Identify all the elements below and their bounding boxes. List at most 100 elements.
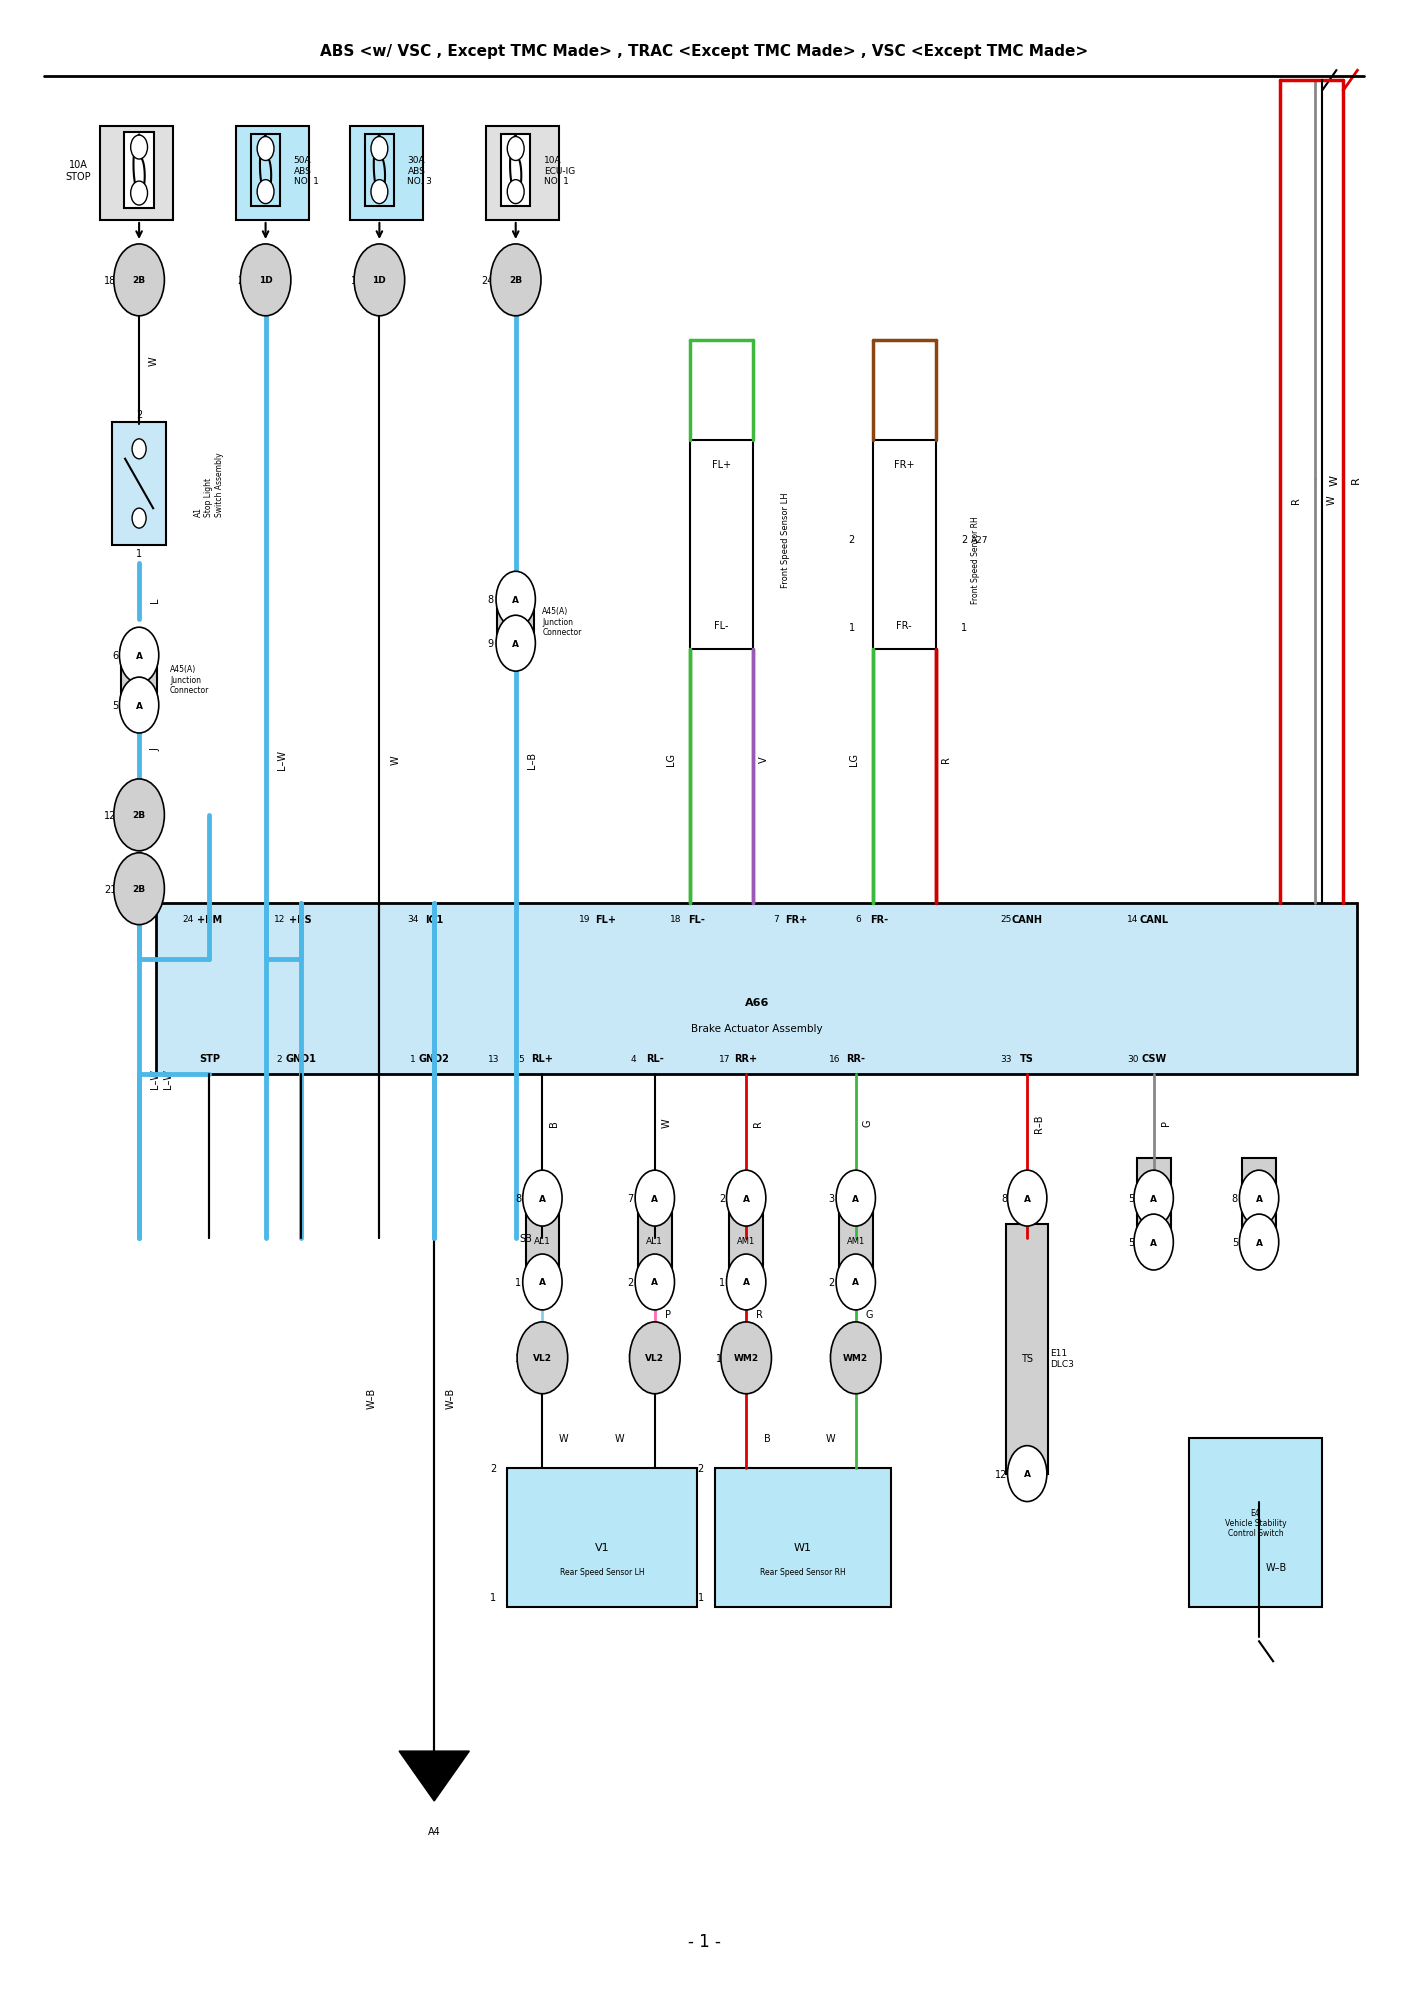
- Circle shape: [507, 180, 524, 204]
- Text: 2: 2: [237, 276, 244, 286]
- Text: Rear Speed Sensor RH: Rear Speed Sensor RH: [760, 1566, 846, 1576]
- Text: AL1: AL1: [646, 1237, 663, 1245]
- Text: ABS <w/ VSC , Except TMC Made> , TRAC <Except TMC Made> , VSC <Except TMC Made>: ABS <w/ VSC , Except TMC Made> , TRAC <E…: [320, 44, 1088, 58]
- Text: 2: 2: [628, 1277, 634, 1287]
- Text: W: W: [662, 1119, 672, 1127]
- Text: 1D: 1D: [259, 276, 272, 286]
- Text: W–B: W–B: [1266, 1562, 1287, 1572]
- Circle shape: [114, 246, 165, 316]
- Text: G: G: [866, 1309, 873, 1319]
- Circle shape: [370, 180, 387, 204]
- Text: A: A: [1256, 1195, 1263, 1203]
- FancyBboxPatch shape: [638, 1199, 672, 1283]
- Text: L: L: [151, 597, 161, 603]
- Circle shape: [114, 853, 165, 925]
- Text: A45(A)
Junction
Connector: A45(A) Junction Connector: [170, 665, 210, 695]
- Text: A: A: [539, 1195, 546, 1203]
- Text: 8: 8: [1001, 1193, 1008, 1203]
- Text: SB: SB: [520, 1233, 532, 1243]
- Text: W: W: [615, 1433, 625, 1443]
- Text: 17: 17: [719, 1055, 731, 1063]
- Text: 50A
ABS
NO. 1: 50A ABS NO. 1: [294, 156, 318, 186]
- FancyBboxPatch shape: [349, 128, 422, 222]
- FancyBboxPatch shape: [1136, 1159, 1170, 1243]
- Circle shape: [1133, 1171, 1173, 1227]
- Text: - 1 -: - 1 -: [687, 1932, 721, 1950]
- Text: 30A
ABS
NO. 3: 30A ABS NO. 3: [407, 156, 432, 186]
- Circle shape: [1008, 1447, 1048, 1502]
- Text: 1: 1: [515, 1277, 521, 1287]
- Polygon shape: [398, 1750, 469, 1800]
- Text: W–B: W–B: [366, 1387, 377, 1409]
- Text: A: A: [652, 1279, 659, 1287]
- Text: G: G: [863, 1119, 873, 1127]
- Text: 14: 14: [1126, 915, 1138, 923]
- Text: 1: 1: [490, 1592, 496, 1602]
- FancyBboxPatch shape: [873, 440, 936, 649]
- Text: J: J: [151, 747, 161, 751]
- Text: A: A: [1256, 1239, 1263, 1247]
- FancyBboxPatch shape: [497, 599, 534, 643]
- Text: A: A: [742, 1195, 749, 1203]
- Circle shape: [1008, 1171, 1048, 1227]
- Text: A: A: [852, 1279, 859, 1287]
- Text: E11
DLC3: E11 DLC3: [1050, 1349, 1073, 1369]
- Text: 5: 5: [1128, 1193, 1133, 1203]
- Text: 1: 1: [960, 623, 967, 633]
- Text: R: R: [753, 1119, 763, 1127]
- Text: A: A: [852, 1195, 859, 1203]
- Circle shape: [490, 246, 541, 316]
- Text: 18: 18: [104, 276, 117, 286]
- Text: Front Speed Sensor RH: Front Speed Sensor RH: [972, 515, 980, 603]
- Text: 24: 24: [482, 276, 493, 286]
- Circle shape: [1133, 1215, 1173, 1271]
- Text: A: A: [1150, 1239, 1157, 1247]
- Text: FR+: FR+: [894, 460, 914, 470]
- Text: V1: V1: [594, 1542, 610, 1552]
- Text: 1: 1: [719, 1277, 725, 1287]
- Text: W: W: [1329, 476, 1339, 486]
- Text: A27: A27: [972, 535, 988, 545]
- Text: WM2: WM2: [734, 1353, 759, 1363]
- Text: W: W: [825, 1433, 835, 1443]
- Text: RR+: RR+: [735, 1053, 758, 1063]
- Text: R: R: [942, 755, 952, 763]
- Circle shape: [353, 246, 404, 316]
- FancyBboxPatch shape: [486, 128, 559, 222]
- FancyBboxPatch shape: [100, 128, 173, 222]
- Text: E4
Vehicle Stability
Control Switch: E4 Vehicle Stability Control Switch: [1225, 1508, 1287, 1538]
- FancyBboxPatch shape: [365, 136, 394, 208]
- Text: STP: STP: [199, 1053, 220, 1063]
- Text: 12: 12: [275, 915, 286, 923]
- Text: P: P: [665, 1309, 670, 1319]
- Text: 1: 1: [410, 1055, 415, 1063]
- Text: 10A
STOP: 10A STOP: [66, 160, 92, 182]
- Text: B: B: [765, 1433, 770, 1443]
- FancyBboxPatch shape: [507, 1469, 697, 1608]
- Circle shape: [258, 180, 275, 204]
- Text: Brake Actuator Assembly: Brake Actuator Assembly: [691, 1023, 822, 1033]
- Text: 9: 9: [487, 639, 493, 649]
- Text: 8: 8: [515, 1193, 521, 1203]
- Text: AL1: AL1: [534, 1237, 551, 1245]
- Text: W: W: [559, 1433, 569, 1443]
- Text: RL+: RL+: [531, 1053, 553, 1063]
- Text: 2B: 2B: [132, 885, 145, 893]
- Circle shape: [1239, 1171, 1278, 1227]
- Circle shape: [1239, 1215, 1278, 1271]
- Text: A: A: [742, 1279, 749, 1287]
- Text: AM1: AM1: [736, 1237, 755, 1245]
- Text: RL-: RL-: [646, 1053, 663, 1063]
- Circle shape: [120, 677, 159, 733]
- Text: AE10: AE10: [1143, 1199, 1163, 1207]
- Text: 10A
ECU-IG
NO. 1: 10A ECU-IG NO. 1: [543, 156, 574, 186]
- Text: 1: 1: [698, 1592, 704, 1602]
- Text: A: A: [652, 1195, 659, 1203]
- Text: 13: 13: [487, 1055, 498, 1063]
- FancyBboxPatch shape: [1242, 1159, 1276, 1243]
- Text: FL+: FL+: [712, 460, 731, 470]
- Text: 33: 33: [1000, 1055, 1012, 1063]
- Text: P: P: [1160, 1119, 1170, 1125]
- FancyBboxPatch shape: [525, 1199, 559, 1283]
- Text: 16: 16: [829, 1055, 841, 1063]
